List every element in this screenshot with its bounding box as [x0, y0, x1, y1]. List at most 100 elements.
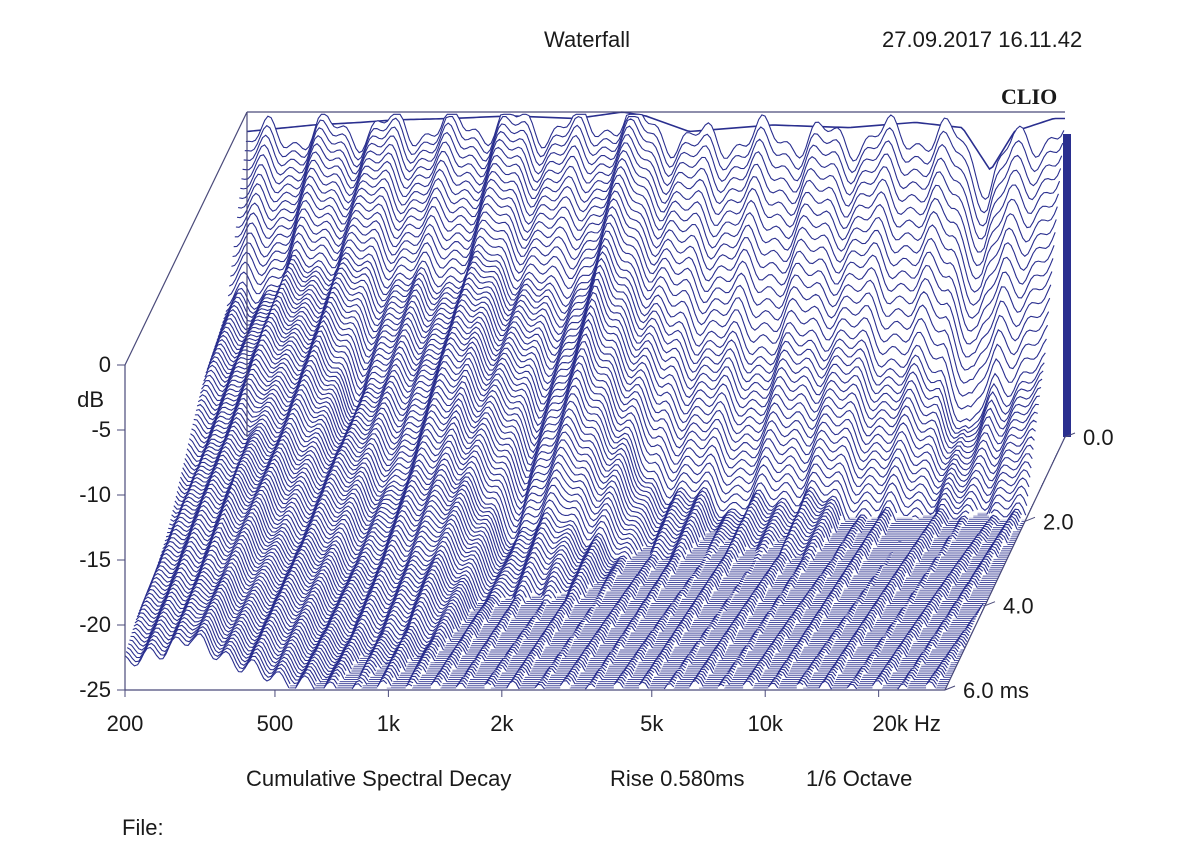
decay-slice	[951, 529, 959, 534]
decay-slice	[908, 595, 916, 599]
decay-slice	[875, 645, 882, 649]
decay-slice	[794, 567, 802, 572]
decay-slice	[940, 582, 951, 591]
z-tick	[944, 685, 956, 691]
decay-slice	[702, 629, 710, 634]
decay-slice	[361, 665, 375, 676]
z-axis-line	[944, 436, 1066, 691]
decay-slice	[497, 661, 508, 668]
decay-slice	[140, 582, 365, 657]
decay-slice	[430, 680, 441, 687]
decay-slice	[245, 113, 1065, 201]
decay-slice	[946, 535, 957, 540]
decay-slice	[358, 674, 369, 682]
decay-slice	[507, 604, 519, 612]
decay-slice	[854, 674, 862, 678]
decay-slice	[582, 618, 590, 623]
decay-slice	[243, 118, 1063, 227]
decay-slice	[906, 600, 914, 605]
decay-slice	[351, 683, 362, 690]
decay-slice	[486, 677, 497, 684]
decay-slice	[717, 683, 725, 687]
y-tick-label: -20	[79, 612, 111, 637]
decay-slice	[682, 585, 690, 589]
decay-slice	[863, 663, 871, 668]
decay-slice	[364, 656, 382, 669]
decay-slice	[369, 640, 415, 659]
decay-slice	[197, 363, 706, 536]
decay-slice	[807, 665, 815, 670]
decay-slice	[827, 637, 835, 641]
decay-slice	[572, 631, 580, 636]
decay-slice	[246, 111, 1065, 171]
decay-slice	[635, 608, 647, 615]
decay-slice	[883, 634, 891, 639]
decay-slice	[223, 257, 1043, 439]
chart-ticks: 0 -5 -10 -15 -20 -25 dB 200 500 1k 2k 5k 10k 20k Hz 0.…	[77, 352, 1114, 736]
decay-slice	[779, 544, 797, 559]
decay-slice	[974, 613, 978, 616]
decay-slice	[464, 670, 475, 678]
decay-slice	[526, 621, 534, 626]
decay-slice	[935, 667, 946, 675]
decay-slice	[751, 633, 758, 638]
decay-slice	[633, 613, 641, 617]
decay-slice	[940, 546, 948, 550]
decay-slice	[939, 549, 947, 553]
decay-slice	[613, 643, 621, 648]
decay-slice	[605, 574, 616, 580]
decay-slice	[817, 652, 824, 656]
decay-slice	[149, 544, 454, 634]
z-tick-label: 2.0	[1043, 509, 1074, 534]
decay-slice	[784, 582, 795, 589]
decay-slice	[799, 635, 810, 642]
decay-slice	[742, 680, 754, 687]
decay-slice	[741, 647, 749, 652]
decay-slice	[563, 642, 571, 647]
x-tick-label: 10k	[747, 711, 783, 736]
decay-slice	[638, 681, 650, 689]
decay-slice	[918, 581, 926, 586]
decay-slice	[573, 629, 581, 633]
decay-slice	[763, 615, 770, 620]
decay-slice	[709, 622, 717, 627]
decay-slice	[711, 618, 719, 622]
decay-slice	[327, 668, 345, 680]
decay-slice	[505, 650, 513, 655]
decay-slice	[212, 303, 1032, 497]
decay-slice	[946, 611, 958, 619]
decay-slice	[728, 536, 746, 552]
decay-slice	[883, 562, 888, 566]
decay-slice	[536, 608, 544, 612]
decay-slice	[749, 637, 756, 642]
decay-slice	[990, 502, 1027, 518]
y-tick-label: -15	[79, 547, 111, 572]
decay-slice	[933, 503, 970, 520]
decay-slice	[506, 680, 520, 690]
decay-slice	[700, 633, 708, 637]
decay-slice	[952, 527, 960, 531]
decay-slice	[925, 680, 936, 688]
decay-slice	[778, 548, 793, 559]
decay-slice	[710, 536, 725, 544]
decay-slice	[964, 626, 972, 631]
decay-slice	[684, 580, 692, 585]
decay-slice	[221, 270, 1041, 449]
decay-slice	[486, 637, 497, 645]
decay-slice	[634, 651, 645, 659]
decay-slice	[852, 679, 860, 684]
decay-slice	[884, 631, 892, 636]
decay-slice	[170, 470, 562, 596]
decay-slice	[924, 646, 932, 650]
decay-slice	[151, 540, 455, 630]
decay-slice	[695, 672, 706, 681]
decay-slice	[945, 537, 952, 542]
y-tick-label: -5	[91, 417, 111, 442]
decay-slice	[829, 632, 841, 639]
decay-slice	[931, 560, 938, 565]
decay-slice	[954, 522, 962, 527]
decay-slice	[796, 681, 804, 686]
decay-slice	[160, 503, 470, 613]
decay-slice	[632, 653, 644, 662]
decay-slice	[707, 544, 718, 551]
